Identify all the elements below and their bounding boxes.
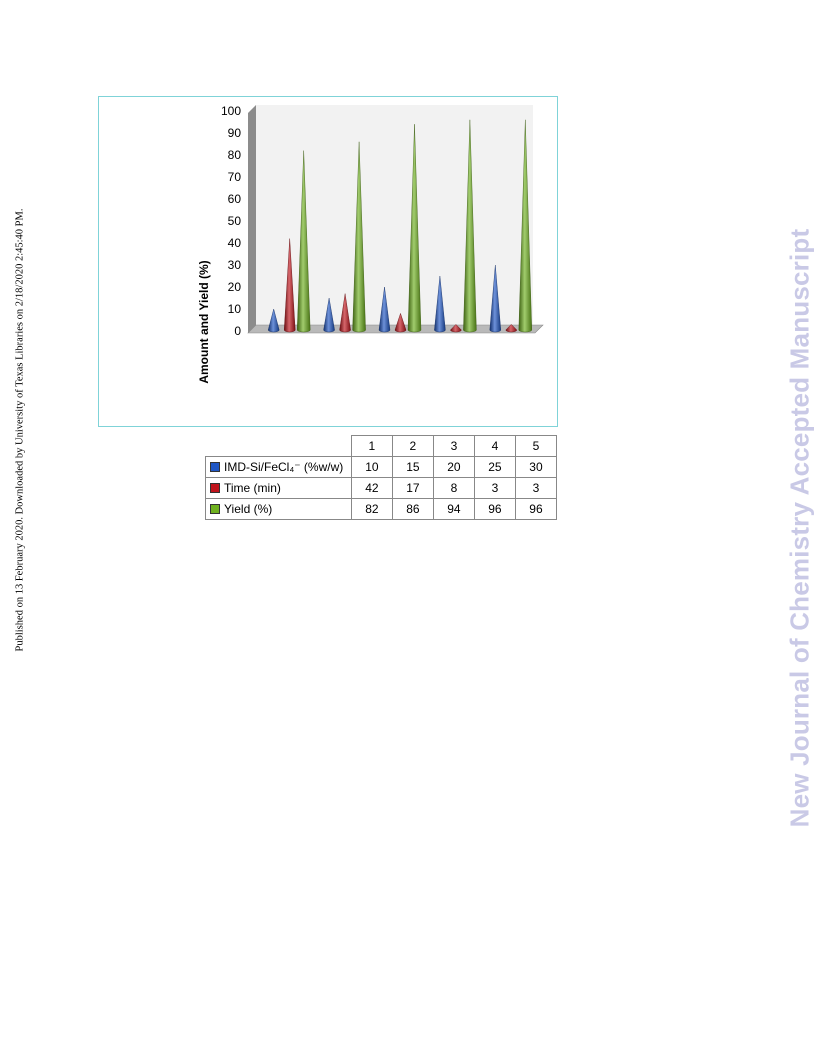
y-tick-label: 70: [228, 170, 242, 184]
legend-swatch: [210, 483, 220, 493]
data-label: 82: [350, 498, 393, 520]
legend-swatch: [210, 504, 220, 514]
data-label: 25: [473, 456, 516, 478]
cone-chart: 0 10 20 30 40 50 60 70 80 90 100: [221, 104, 544, 337]
cone-imdsifecl-2: [323, 297, 335, 333]
cone-yield-2: [352, 141, 366, 333]
legend-label: IMD-Si/FeCl₄⁻ (%w/w): [224, 460, 344, 474]
y-axis-title-text: Amount and Yield (%): [197, 260, 211, 384]
legend-label: Time (min): [224, 481, 281, 495]
legend-label: Yield (%): [224, 502, 273, 516]
legend-entry: Time (min): [205, 477, 352, 499]
journal-watermark: New Journal of Chemistry Accepted Manusc…: [772, 178, 816, 878]
back-wall: [256, 105, 533, 331]
publication-note-text: Published on 13 February 2020. Downloade…: [14, 208, 26, 652]
y-axis-title: Amount and Yield (%): [189, 207, 219, 437]
cone-time-5: [505, 324, 518, 333]
x-tick-label: 1: [350, 435, 393, 457]
data-table: 1 2 3 4 5 IMD-Si/FeCl₄⁻ (%w/w) 10 15 20 25 30 Time …: [205, 435, 558, 520]
side-wall: [248, 105, 256, 333]
table-row: Yield (%) 82 86 94 96 96: [205, 498, 558, 520]
y-tick-label: 60: [228, 192, 242, 206]
y-tick-label: 100: [221, 104, 241, 118]
publication-note: Published on 13 February 2020. Downloade…: [14, 200, 26, 660]
chart-cones: [267, 119, 533, 333]
data-label: 96: [473, 498, 516, 520]
cone-imdsifecl-4: [434, 275, 446, 333]
y-tick-label: 10: [228, 302, 242, 316]
data-label: 15: [391, 456, 434, 478]
data-label: 17: [391, 477, 434, 499]
cone-time-2: [339, 293, 351, 333]
data-label: 30: [514, 456, 558, 478]
cone-time-4: [450, 324, 462, 333]
x-tick-label: 2: [391, 435, 434, 457]
legend-entry: IMD-Si/FeCl₄⁻ (%w/w): [205, 456, 352, 478]
y-tick-label: 30: [228, 258, 242, 272]
legend-swatch: [210, 462, 220, 472]
cone-time-1: [283, 238, 296, 333]
x-tick-label: 3: [432, 435, 475, 457]
table-row: Time (min) 42 17 8 3 3: [205, 477, 558, 499]
cone-imdsifecl-3: [378, 286, 391, 333]
data-label: 96: [514, 498, 558, 520]
y-tick-label: 0: [234, 324, 241, 337]
table-row: IMD-Si/FeCl₄⁻ (%w/w) 10 15 20 25 30: [205, 456, 558, 478]
table-corner: [205, 435, 352, 457]
cone-imdsifecl-5: [489, 264, 502, 333]
data-label: 20: [432, 456, 475, 478]
data-label: 3: [514, 477, 558, 499]
x-tick-label: 5: [514, 435, 558, 457]
cone-time-3: [394, 312, 407, 333]
y-tick-label: 90: [228, 126, 242, 140]
chart-figure: 0 10 20 30 40 50 60 70 80 90 100 Amount and Yield …: [98, 96, 558, 520]
legend-entry: Yield (%): [205, 498, 352, 520]
y-axis-ticks: 0 10 20 30 40 50 60 70 80 90 100: [221, 104, 241, 337]
y-tick-label: 20: [228, 280, 242, 294]
data-label: 10: [350, 456, 393, 478]
y-tick-label: 80: [228, 148, 242, 162]
cone-yield-1: [296, 150, 311, 333]
data-label: 94: [432, 498, 475, 520]
data-label: 3: [473, 477, 516, 499]
y-tick-label: 40: [228, 236, 242, 250]
journal-watermark-text: New Journal of Chemistry Accepted Manusc…: [784, 228, 815, 828]
data-label: 86: [391, 498, 434, 520]
data-label: 42: [350, 477, 393, 499]
cone-yield-5: [518, 119, 533, 333]
y-tick-label: 50: [228, 214, 242, 228]
cone-yield-4: [463, 119, 477, 333]
data-label: 8: [432, 477, 475, 499]
cone-yield-3: [407, 124, 422, 333]
cone-imdsifecl-1: [267, 308, 280, 333]
x-tick-label: 4: [473, 435, 516, 457]
